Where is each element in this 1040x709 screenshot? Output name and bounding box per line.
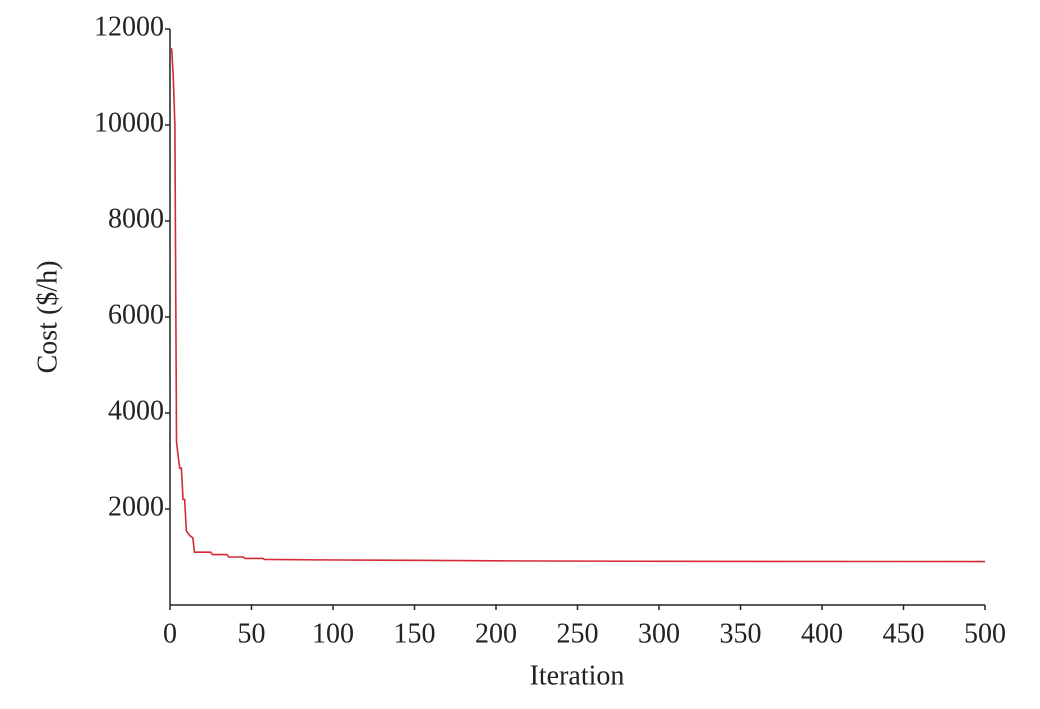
y-tick-label: 8000 <box>108 203 164 234</box>
x-tick-label: 400 <box>801 618 843 649</box>
y-tick-label: 12000 <box>94 11 164 42</box>
y-tick-label: 6000 <box>108 299 164 330</box>
x-tick-label: 100 <box>312 618 354 649</box>
x-tick-label: 450 <box>883 618 925 649</box>
x-tick-label: 200 <box>475 618 517 649</box>
x-tick-label: 500 <box>964 618 1006 649</box>
y-axis-label: Cost ($/h) <box>32 261 63 374</box>
x-axis-label: Iteration <box>530 660 625 691</box>
y-tick-label: 4000 <box>108 395 164 426</box>
x-tick-label: 300 <box>638 618 680 649</box>
x-tick-label: 250 <box>557 618 599 649</box>
y-tick-label: 2000 <box>108 491 164 522</box>
y-tick-label: 10000 <box>94 107 164 138</box>
line <box>170 48 986 563</box>
x-tick-label: 0 <box>163 618 177 649</box>
x-tick-label: 50 <box>238 618 266 649</box>
x-tick-label: 150 <box>394 618 436 649</box>
x-tick-label: 350 <box>720 618 762 649</box>
